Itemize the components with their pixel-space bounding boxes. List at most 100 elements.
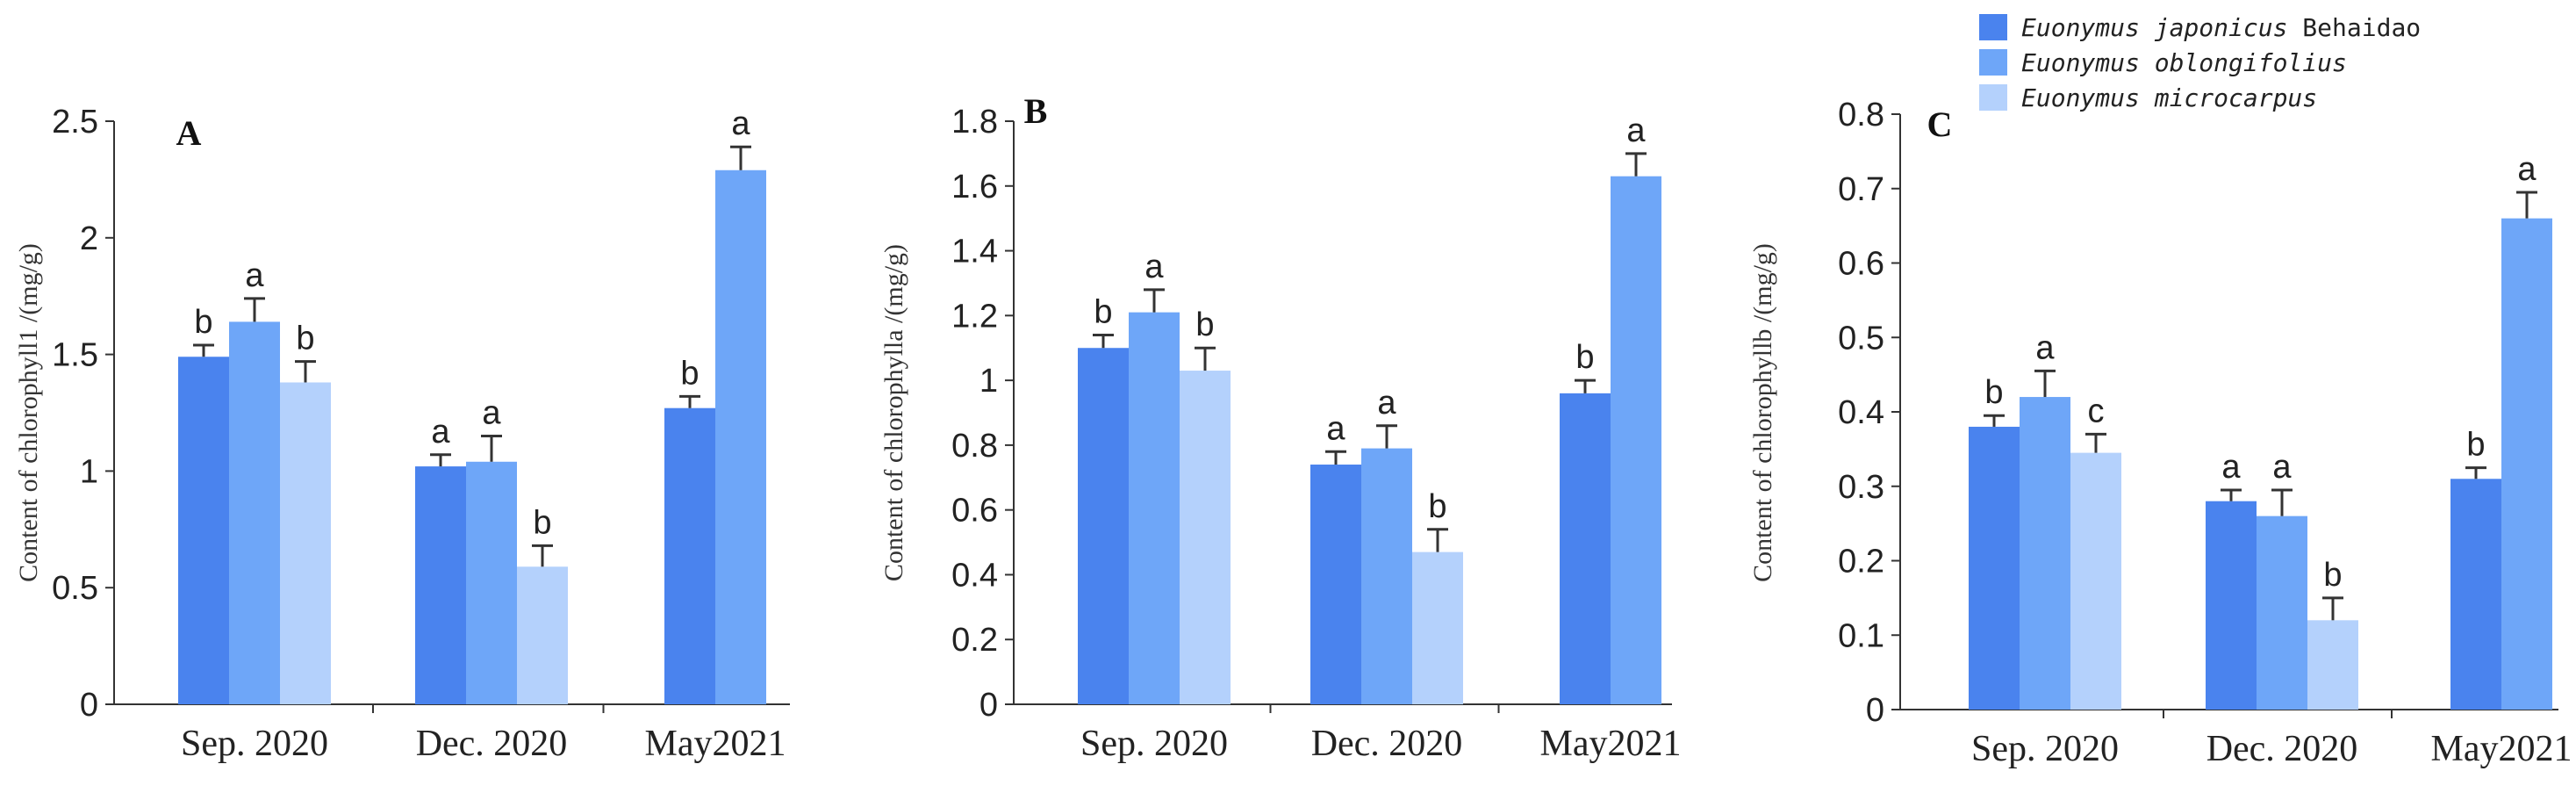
legend: Euonymus japonicus Behaidao Euonymus oblo… — [1979, 13, 2421, 112]
y-tick-label: 0.8 — [951, 428, 998, 465]
significance-letter: a — [1144, 249, 1164, 285]
legend-item-3: Euonymus microcarpus — [1979, 83, 2317, 112]
x-tick-label: May2021 — [645, 724, 786, 764]
significance-letter: b — [2323, 557, 2342, 594]
legend-label: Euonymus oblongifolius — [2021, 48, 2347, 77]
y-tick-label: 0.2 — [1838, 544, 1884, 580]
bar-series-3 — [517, 566, 568, 704]
legend-swatch — [1979, 49, 2007, 76]
chart-panels: 0 0.5 1 1.5 2 2.5 Sep. 2020 Dec. 2020 May2021 Con… — [14, 91, 2572, 769]
chart-panel-a: 0 0.5 1 1.5 2 2.5 Sep. 2020 Dec. 2020 May2021 Con… — [14, 104, 790, 764]
chart-panel-b: 0 0.2 0.4 0.6 0.8 1 1.2 1.4 1.6 1.8 Sep. 2020 Dec. … — [879, 91, 1682, 764]
y-tick-label: 1.8 — [951, 104, 998, 141]
y-tick-label: 0.7 — [1838, 171, 1884, 208]
bar-series-1 — [178, 357, 229, 704]
y-tick-label: 0.2 — [951, 622, 998, 659]
significance-letter: b — [533, 504, 551, 541]
panel-letter: A — [176, 113, 202, 153]
bar-series-2 — [1129, 312, 1180, 704]
y-tick-label: 0.5 — [1838, 320, 1884, 357]
bar-series-1 — [1310, 465, 1361, 704]
significance-letter: b — [1984, 374, 2003, 411]
legend-label-part: Behaidao — [2287, 13, 2421, 42]
y-tick-label: 0.4 — [951, 557, 998, 594]
y-tick-label: 1.5 — [52, 337, 98, 374]
y-tick-label: 0 — [1866, 692, 1884, 729]
significance-letter: a — [431, 414, 450, 451]
significance-letter: b — [1575, 339, 1594, 376]
y-tick-label: 0.5 — [52, 570, 98, 607]
bar-series-1 — [2206, 501, 2257, 710]
significance-letter: b — [1195, 306, 1214, 343]
bar-series-2 — [715, 169, 766, 704]
y-tick-label: 0 — [80, 687, 98, 724]
significance-letter: b — [1428, 488, 1446, 525]
legend-item-1: Euonymus japonicus Behaidao — [1979, 13, 2421, 42]
y-tick-label: 1.2 — [951, 298, 998, 335]
legend-label-part: Euonymus oblongifolius — [2021, 48, 2347, 77]
x-tick-label: May2021 — [2431, 729, 2572, 769]
bar-series-3 — [1180, 371, 1231, 704]
y-tick-label: 0.6 — [1838, 246, 1884, 283]
panel-letter: C — [1927, 105, 1953, 144]
significance-letter: a — [2035, 329, 2055, 366]
y-tick-label: 0.3 — [1838, 469, 1884, 506]
y-axis-label: Content of chlorophyll1 /(mg/g) — [14, 243, 43, 582]
bar-series-2 — [229, 321, 280, 704]
y-axis-label: Content of chlorophylla /(mg/g) — [879, 244, 908, 581]
bar-series-1 — [415, 466, 466, 704]
y-axis-label: Content of chlorophyllb /(mg/g) — [1748, 243, 1777, 582]
significance-letter: b — [194, 304, 212, 341]
bar-series-1 — [1969, 426, 2020, 710]
bar-series-1 — [2450, 479, 2501, 710]
legend-swatch — [1979, 14, 2007, 40]
significance-letter: a — [731, 105, 750, 142]
bar-series-2 — [1361, 448, 1412, 704]
x-tick-label: Sep. 2020 — [1080, 724, 1228, 764]
bar-series-3 — [280, 382, 331, 704]
significance-letter: a — [2272, 449, 2292, 486]
legend-label: Euonymus japonicus Behaidao — [2021, 13, 2421, 42]
bar-series-3 — [2070, 452, 2121, 710]
legend-item-2: Euonymus oblongifolius — [1979, 48, 2347, 77]
y-tick-label: 0.4 — [1838, 394, 1884, 431]
significance-letter: a — [2221, 449, 2241, 486]
significance-letter: a — [1326, 410, 1345, 447]
y-tick-label: 0 — [979, 687, 998, 724]
y-tick-label: 2 — [80, 220, 98, 257]
bar-series-1 — [1078, 348, 1129, 704]
x-tick-label: May2021 — [1540, 724, 1682, 764]
bar-series-3 — [1412, 551, 1463, 704]
panel-letter: B — [1024, 91, 1048, 131]
y-tick-label: 0.6 — [951, 493, 998, 530]
bar-series-2 — [2257, 515, 2307, 710]
legend-label-part: Euonymus japonicus — [2021, 13, 2287, 42]
y-tick-label: 2.5 — [52, 104, 98, 141]
y-tick-label: 0.1 — [1838, 617, 1884, 654]
significance-letter: a — [482, 395, 501, 432]
significance-letter: b — [680, 355, 699, 392]
legend-label-part: Euonymus microcarpus — [2021, 83, 2317, 112]
significance-letter: a — [2517, 151, 2537, 188]
y-tick-label: 0.8 — [1838, 97, 1884, 133]
significance-letter: a — [245, 257, 264, 294]
bar-series-2 — [466, 461, 517, 704]
y-tick-label: 1.6 — [951, 169, 998, 205]
bar-series-2 — [2020, 397, 2070, 710]
bar-series-1 — [1560, 393, 1611, 704]
x-tick-label: Dec. 2020 — [2206, 729, 2358, 769]
significance-letter: a — [1377, 385, 1396, 422]
bar-series-2 — [1611, 176, 1661, 704]
bar-series-3 — [2307, 620, 2358, 710]
x-tick-label: Dec. 2020 — [416, 724, 568, 764]
significance-letter: b — [1094, 293, 1112, 330]
x-tick-label: Sep. 2020 — [1971, 729, 2119, 769]
x-tick-label: Dec. 2020 — [1311, 724, 1463, 764]
significance-letter: b — [296, 321, 314, 357]
significance-letter: b — [2466, 427, 2485, 464]
y-tick-label: 1 — [80, 453, 98, 490]
legend-swatch — [1979, 84, 2007, 111]
y-tick-label: 1 — [979, 363, 998, 400]
bar-series-2 — [2501, 218, 2552, 710]
